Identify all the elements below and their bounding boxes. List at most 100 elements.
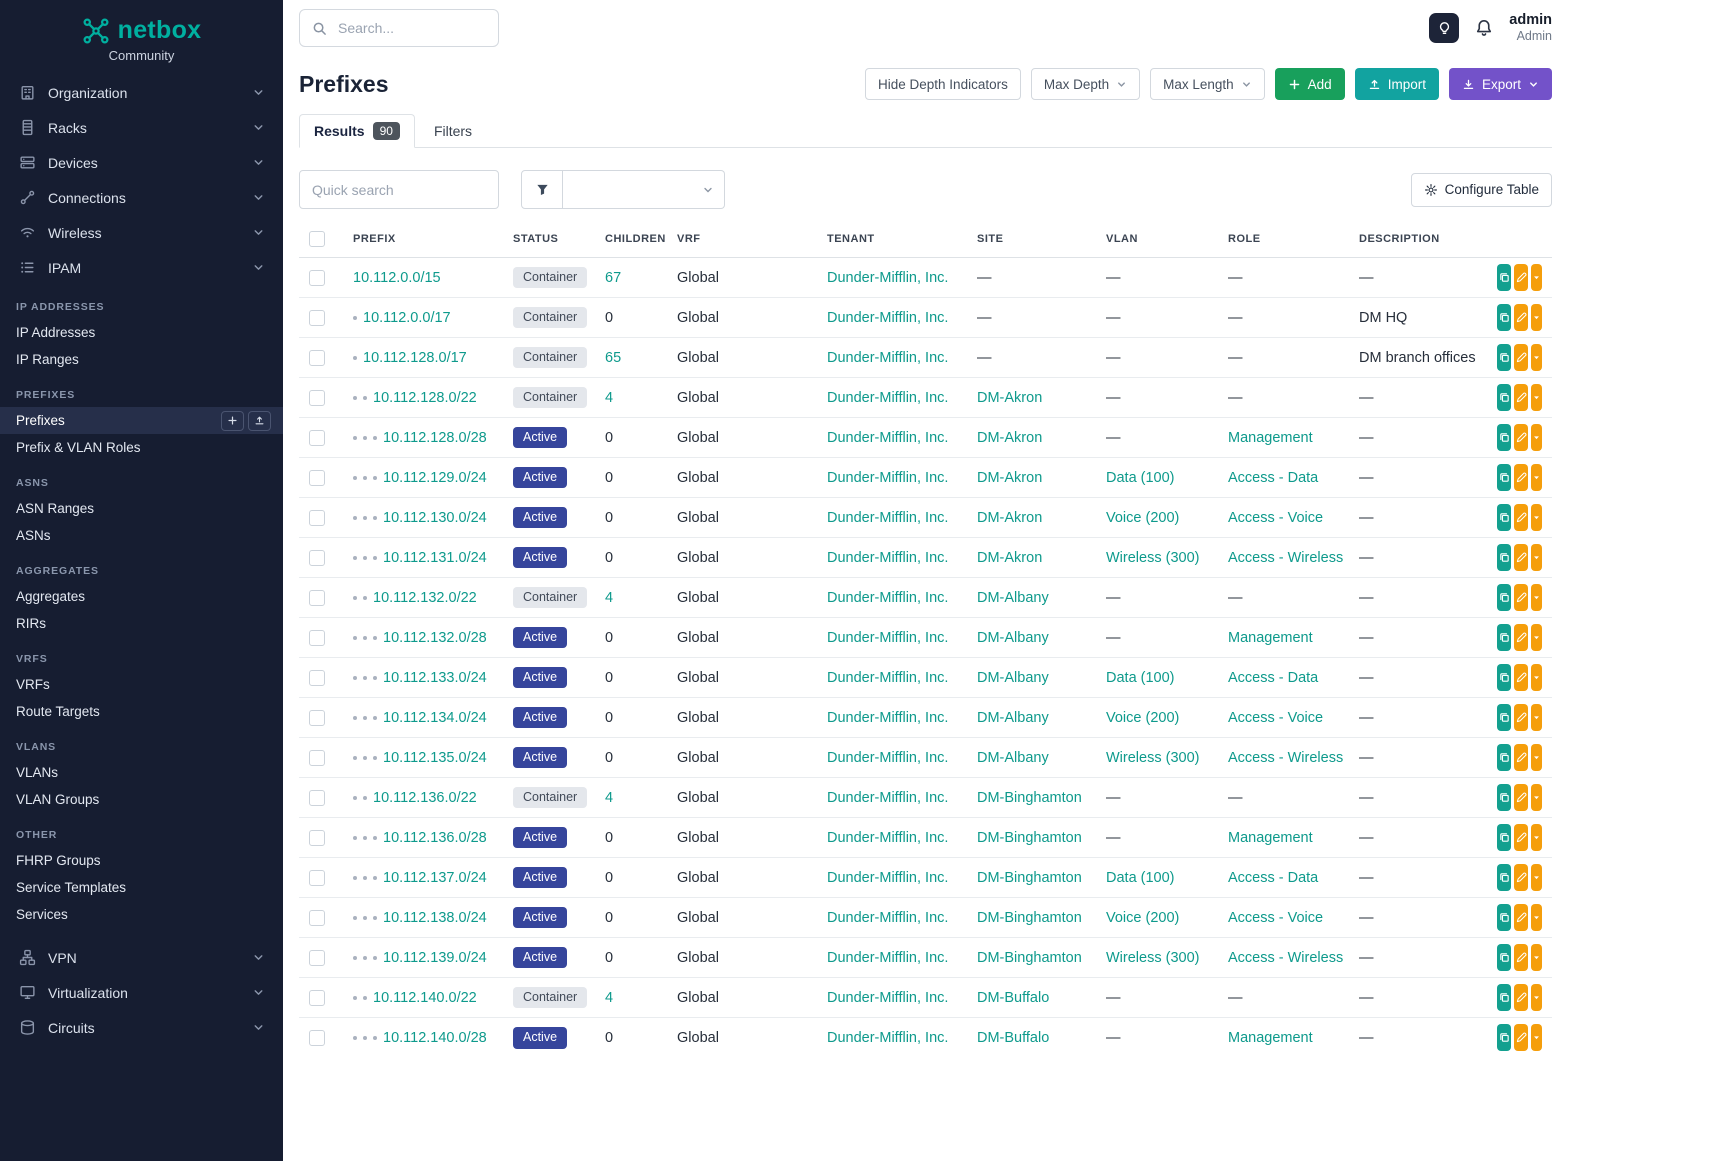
tenant-link[interactable]: Dunder-Mifflin, Inc.	[827, 829, 949, 846]
edit-button[interactable]	[1514, 704, 1528, 731]
tenant-link[interactable]: Dunder-Mifflin, Inc.	[827, 709, 949, 726]
user-menu[interactable]: admin Admin	[1509, 12, 1552, 44]
vlan-link[interactable]: Wireless (300)	[1106, 749, 1200, 766]
clone-button[interactable]	[1497, 984, 1511, 1011]
edit-button[interactable]	[1514, 784, 1528, 811]
add-button[interactable]: Add	[1274, 68, 1345, 100]
edit-button[interactable]	[1514, 304, 1528, 331]
edit-dropdown-button[interactable]	[1531, 744, 1542, 771]
role-link[interactable]: Management	[1228, 1029, 1313, 1046]
quick-add-button[interactable]	[221, 410, 244, 431]
row-checkbox[interactable]	[309, 589, 325, 606]
row-checkbox[interactable]	[309, 349, 325, 366]
sidebar-item-aggregates[interactable]: Aggregates	[16, 589, 86, 604]
prefix-link[interactable]: 10.112.0.0/17	[363, 309, 451, 326]
clone-button[interactable]	[1497, 1024, 1511, 1052]
edit-button[interactable]	[1514, 544, 1528, 571]
sidebar-item-services[interactable]: Services	[16, 907, 68, 922]
sidebar-item-wireless[interactable]: Wireless	[0, 215, 283, 250]
site-link[interactable]: DM-Binghamton	[977, 829, 1082, 846]
tenant-link[interactable]: Dunder-Mifflin, Inc.	[827, 949, 949, 966]
tenant-link[interactable]: Dunder-Mifflin, Inc.	[827, 429, 949, 446]
saved-filter-select[interactable]	[563, 170, 725, 209]
edit-dropdown-button[interactable]	[1531, 344, 1542, 371]
clone-button[interactable]	[1497, 744, 1511, 771]
column-header-tenant[interactable]: TENANT	[817, 221, 967, 258]
brand-name[interactable]: netbox	[117, 16, 202, 44]
tenant-link[interactable]: Dunder-Mifflin, Inc.	[827, 629, 949, 646]
children-link[interactable]: 4	[605, 589, 614, 606]
clone-button[interactable]	[1497, 584, 1511, 611]
site-link[interactable]: DM-Akron	[977, 469, 1043, 486]
row-checkbox[interactable]	[309, 389, 325, 406]
tenant-link[interactable]: Dunder-Mifflin, Inc.	[827, 749, 949, 766]
column-header-role[interactable]: ROLE	[1218, 221, 1349, 258]
edit-button[interactable]	[1514, 824, 1528, 851]
global-search-input[interactable]	[336, 19, 486, 37]
edit-button[interactable]	[1514, 264, 1528, 291]
tenant-link[interactable]: Dunder-Mifflin, Inc.	[827, 269, 949, 286]
role-link[interactable]: Access - Voice	[1228, 709, 1324, 726]
clone-button[interactable]	[1497, 544, 1511, 571]
row-checkbox[interactable]	[309, 509, 325, 526]
sidebar-item-connections[interactable]: Connections	[0, 180, 283, 215]
sidebar-item-vpn[interactable]: VPN	[0, 940, 283, 975]
row-checkbox[interactable]	[309, 669, 325, 686]
edit-dropdown-button[interactable]	[1531, 864, 1542, 891]
site-link[interactable]: DM-Buffalo	[977, 1029, 1050, 1046]
role-link[interactable]: Management	[1228, 429, 1313, 446]
max-depth-dropdown[interactable]: Max Depth	[1030, 68, 1141, 100]
sidebar-item-vrfs[interactable]: VRFs	[16, 677, 50, 692]
edit-dropdown-button[interactable]	[1531, 544, 1542, 571]
role-link[interactable]: Access - Wireless	[1228, 549, 1344, 566]
vlan-link[interactable]: Data (100)	[1106, 469, 1175, 486]
clone-button[interactable]	[1497, 784, 1511, 811]
sidebar-item-ip-addresses[interactable]: IP Addresses	[16, 325, 96, 340]
site-link[interactable]: DM-Akron	[977, 389, 1043, 406]
prefix-link[interactable]: 10.112.139.0/24	[383, 949, 487, 966]
clone-button[interactable]	[1497, 664, 1511, 691]
edit-dropdown-button[interactable]	[1531, 424, 1542, 451]
prefix-link[interactable]: 10.112.128.0/22	[373, 389, 477, 406]
import-button[interactable]: Import	[1354, 68, 1439, 100]
edit-button[interactable]	[1514, 344, 1528, 371]
edit-button[interactable]	[1514, 624, 1528, 651]
edit-button[interactable]	[1514, 664, 1528, 691]
sidebar-item-fhrp-groups[interactable]: FHRP Groups	[16, 853, 101, 868]
edit-dropdown-button[interactable]	[1531, 984, 1542, 1011]
prefix-link[interactable]: 10.112.0.0/15	[353, 269, 441, 286]
role-link[interactable]: Access - Wireless	[1228, 949, 1344, 966]
sidebar-item-service-templates[interactable]: Service Templates	[16, 880, 127, 895]
role-link[interactable]: Access - Voice	[1228, 909, 1324, 926]
clone-button[interactable]	[1497, 464, 1511, 491]
column-header-status[interactable]: STATUS	[503, 221, 595, 258]
prefix-link[interactable]: 10.112.140.0/28	[383, 1029, 487, 1046]
theme-toggle-button[interactable]	[1429, 12, 1460, 43]
edit-dropdown-button[interactable]	[1531, 264, 1542, 291]
prefix-link[interactable]: 10.112.128.0/17	[363, 349, 467, 366]
notifications-button[interactable]	[1474, 18, 1494, 38]
sidebar-item-virtualization[interactable]: Virtualization	[0, 975, 283, 1010]
tenant-link[interactable]: Dunder-Mifflin, Inc.	[827, 1029, 949, 1046]
tab-results[interactable]: Results 90	[299, 114, 415, 148]
clone-button[interactable]	[1497, 624, 1511, 651]
edit-dropdown-button[interactable]	[1531, 624, 1542, 651]
max-length-dropdown[interactable]: Max Length	[1150, 68, 1265, 100]
role-link[interactable]: Management	[1228, 829, 1313, 846]
edit-dropdown-button[interactable]	[1531, 944, 1542, 971]
tenant-link[interactable]: Dunder-Mifflin, Inc.	[827, 509, 949, 526]
sidebar-item-asns[interactable]: ASNs	[16, 528, 51, 543]
clone-button[interactable]	[1497, 264, 1511, 291]
prefix-link[interactable]: 10.112.137.0/24	[383, 869, 487, 886]
vlan-link[interactable]: Voice (200)	[1106, 509, 1180, 526]
site-link[interactable]: DM-Buffalo	[977, 989, 1050, 1006]
edit-dropdown-button[interactable]	[1531, 304, 1542, 331]
sidebar-item-vlans[interactable]: VLANs	[16, 765, 59, 780]
row-checkbox[interactable]	[309, 549, 325, 566]
prefix-link[interactable]: 10.112.135.0/24	[383, 749, 487, 766]
edit-button[interactable]	[1514, 1024, 1528, 1052]
row-checkbox[interactable]	[309, 469, 325, 486]
edit-dropdown-button[interactable]	[1531, 704, 1542, 731]
sidebar-item-vlan-groups[interactable]: VLAN Groups	[16, 792, 100, 807]
prefix-link[interactable]: 10.112.132.0/28	[383, 629, 487, 646]
